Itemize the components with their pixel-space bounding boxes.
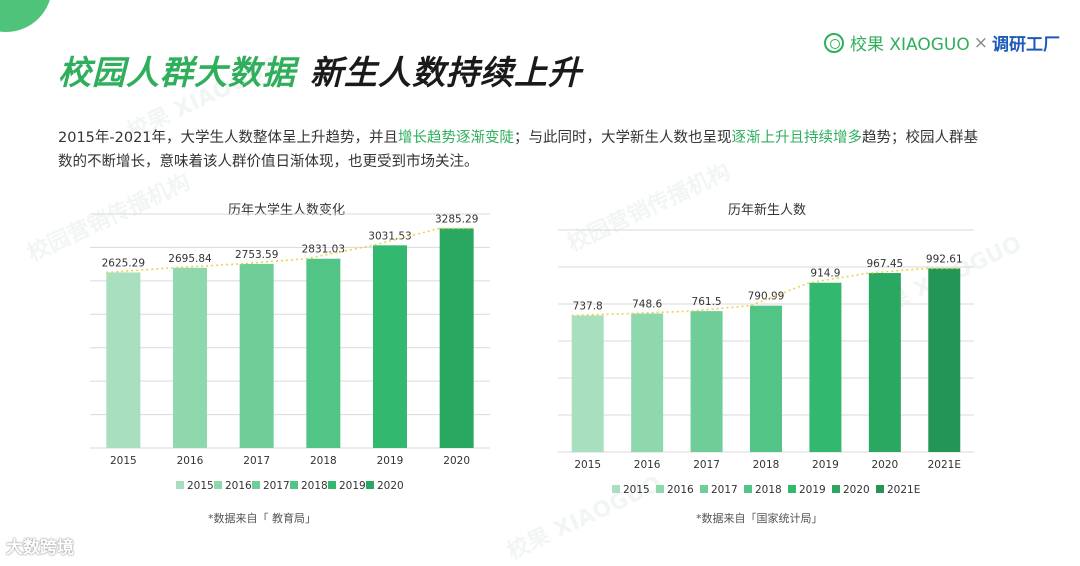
bar-2017 (690, 311, 723, 452)
corner-decoration (0, 0, 52, 32)
bar-2016 (631, 313, 664, 452)
data-label-2015: 737.8 (573, 301, 603, 313)
footer-logo: 大数跨境 (6, 538, 74, 558)
xiaoguo-logo-icon (823, 32, 844, 53)
data-label-2016: 748.6 (632, 299, 662, 311)
legend-swatch-2017 (700, 485, 708, 493)
tick-label-2017: 2017 (243, 455, 270, 467)
tick-label-2016: 2016 (177, 455, 204, 467)
data-label-2020: 967.45 (866, 258, 903, 270)
data-label-2016: 2695.84 (168, 253, 212, 265)
legend-swatch-2019 (788, 485, 796, 493)
legend-label-2019: 2019 (339, 480, 366, 492)
tick-label-2015: 2015 (110, 455, 137, 467)
legend-swatch-2015 (176, 481, 184, 489)
trend-line (106, 227, 474, 274)
tick-label-2015: 2015 (574, 459, 601, 471)
tick-label-2018: 2018 (753, 459, 780, 471)
legend-swatch-2016 (214, 481, 222, 489)
desc-highlight: 逐渐上升且持续增多 (731, 130, 863, 146)
bar-2020 (439, 228, 474, 448)
chart-source-students: *数据来自「 教育局」 (208, 512, 316, 525)
bar-2020 (868, 273, 901, 452)
desc-text: ；与此同时，大学新生人数也呈现 (514, 130, 732, 146)
desc-text: 趋势；校园人群基数的不断增长，意味着该人群价值日渐体现，也更受到市场关注。 (58, 130, 979, 170)
legend-label-2018: 2018 (301, 480, 328, 492)
bar-2015 (571, 315, 604, 452)
bar-2018 (306, 258, 341, 448)
legend-swatch-2018 (744, 485, 752, 493)
bar-2019 (373, 245, 407, 448)
bar-2019 (809, 282, 842, 452)
title-highlight: 校园人群大数据 (58, 53, 296, 92)
chart-students: 2625.29 2015 2695.84 2016 2753.59 2017 2831.03… (90, 213, 490, 492)
legend-label-2016: 2016 (667, 484, 694, 496)
description: 2015年-2021年，大学生人数整体呈上升趋势，并且增长趋势逐渐变陡；与此同时… (58, 126, 988, 174)
data-label-2017: 2753.59 (235, 249, 278, 261)
legend-label-2020: 2020 (377, 480, 404, 492)
tick-label-2018: 2018 (310, 455, 337, 467)
legend-swatch-2016 (656, 485, 664, 493)
desc-text: 2015年-2021年，大学生人数整体呈上升趋势，并且 (58, 130, 399, 146)
bar-2018 (750, 305, 782, 452)
legend-swatch-2021E (876, 485, 884, 493)
desc-highlight: 增长趋势逐渐变陡 (398, 130, 515, 146)
data-label-2019: 914.9 (810, 268, 840, 280)
bar-2015 (106, 272, 141, 448)
brand-separator: × (973, 32, 988, 53)
data-label-2020: 3285.29 (435, 213, 478, 225)
legend-swatch-2020 (366, 481, 374, 489)
tick-label-2020: 2020 (871, 459, 898, 471)
partner-name: 调研工厂 (992, 35, 1060, 55)
brand-name: 校果 XIAOGUO (849, 35, 970, 55)
legend-swatch-2017 (252, 481, 260, 489)
bar-2021E (928, 268, 961, 452)
legend-label-2015: 2015 (187, 480, 214, 492)
data-label-2019: 3031.53 (368, 230, 411, 242)
tick-label-2021E: 2021E (928, 459, 961, 471)
data-label-2015: 2625.29 (102, 257, 145, 269)
data-label-2018: 2831.03 (302, 244, 345, 256)
bar-2016 (173, 267, 207, 448)
legend-label-2017: 2017 (263, 480, 290, 492)
bar-2017 (239, 263, 274, 448)
title-main: 新生人数持续上升 (310, 53, 582, 92)
data-label-2018: 790.99 (748, 291, 785, 303)
tick-label-2019: 2019 (377, 455, 404, 467)
legend-label-2021E: 2021E (887, 484, 920, 496)
legend-label-2015: 2015 (623, 484, 650, 496)
legend-label-2019: 2019 (799, 484, 826, 496)
brand-lockup: 校果 XIAOGUO × 调研工厂 (823, 30, 1060, 55)
data-label-2017: 761.5 (692, 296, 722, 308)
legend-swatch-2020 (832, 485, 840, 493)
legend-label-2020: 2020 (843, 484, 870, 496)
chart-freshmen: 737.8 2015 748.6 2016 761.5 2017 790.99 2018 914… (558, 229, 974, 496)
chart-source-freshmen: *数据来自「国家统计局」 (696, 512, 823, 525)
legend-swatch-2015 (612, 485, 620, 493)
tick-label-2019: 2019 (812, 459, 839, 471)
chart-title-freshmen: 历年新生人数 (728, 203, 807, 218)
legend-label-2018: 2018 (755, 484, 782, 496)
legend-label-2017: 2017 (711, 484, 738, 496)
tick-label-2020: 2020 (443, 455, 470, 467)
page-title: 校园人群大数据 新生人数持续上升 (58, 46, 582, 94)
data-label-2021E: 992.61 (926, 253, 963, 265)
tick-label-2017: 2017 (693, 459, 720, 471)
legend-swatch-2019 (328, 481, 336, 489)
legend-swatch-2018 (290, 481, 298, 489)
legend-label-2016: 2016 (225, 480, 252, 492)
trend-line (571, 267, 961, 317)
tick-label-2016: 2016 (634, 459, 661, 471)
